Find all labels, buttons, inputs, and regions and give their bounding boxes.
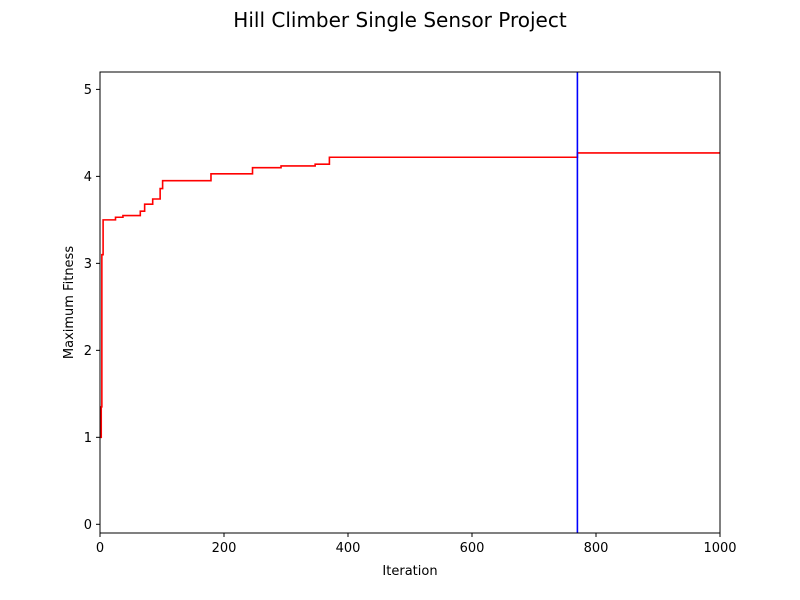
series-line-0 xyxy=(100,152,720,439)
x-tick-label: 800 xyxy=(584,541,609,556)
plot-area xyxy=(100,72,720,533)
y-tick-label: 3 xyxy=(84,257,92,272)
axis-ticks: 0 200 400 600 800 1000 0 1 2 3 4 5 xyxy=(84,83,737,556)
axes-frame xyxy=(99,71,721,534)
chart-title: Hill Climber Single Sensor Project xyxy=(233,8,567,32)
x-tick-label: 1000 xyxy=(703,541,736,556)
y-tick-label: 5 xyxy=(84,83,92,98)
x-axis-label: Iteration xyxy=(382,564,437,579)
y-tick-label: 1 xyxy=(84,431,92,446)
x-tick-label: 400 xyxy=(336,541,361,556)
y-axis-label: Maximum Fitness xyxy=(62,246,77,359)
y-tick-label: 4 xyxy=(84,170,92,185)
y-tick-label: 2 xyxy=(84,344,92,359)
x-tick-label: 600 xyxy=(460,541,485,556)
y-tick-label: 0 xyxy=(84,518,92,533)
x-tick-label: 0 xyxy=(96,541,104,556)
x-tick-label: 200 xyxy=(212,541,237,556)
